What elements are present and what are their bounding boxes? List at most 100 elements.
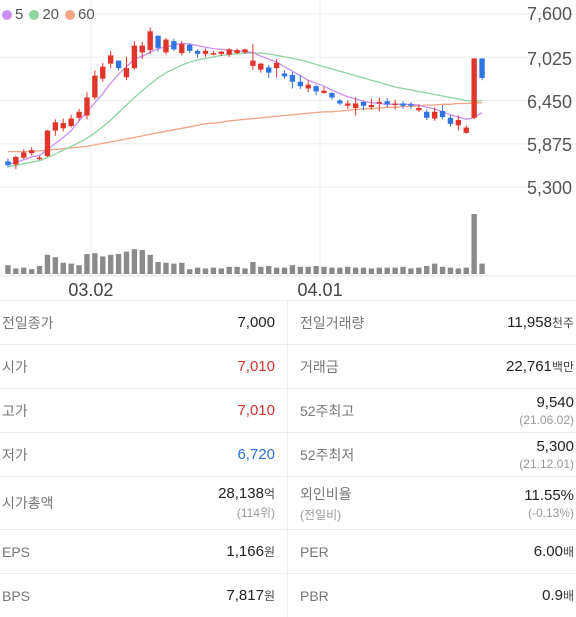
stat-value: 6,720: [237, 446, 275, 463]
volume-bar: [115, 254, 122, 274]
stat-cell: 52주최고 9,540 (21.06.02): [288, 389, 576, 432]
stat-cell: EPS 1,166원: [0, 530, 288, 573]
volume-bar: [329, 267, 335, 274]
volume-bar: [266, 266, 272, 274]
stat-unit: 천주: [551, 316, 574, 330]
stat-subvalue: (-0.13%): [527, 505, 574, 520]
legend-ma20-dot: [29, 9, 40, 20]
stat-label-main: 외인비율: [300, 485, 352, 502]
stat-value-number: 5,300: [536, 438, 574, 455]
candle-body: [408, 104, 414, 106]
candle-body: [171, 41, 177, 50]
volume-bar: [273, 267, 280, 274]
volume-bar: [60, 262, 66, 274]
volume-bar: [234, 266, 240, 274]
candle-body: [44, 130, 51, 157]
candle-body: [242, 49, 248, 53]
volume-bar: [202, 268, 209, 274]
volume-bar: [179, 262, 185, 274]
candle-body: [337, 100, 343, 104]
stat-value-number: 6.00: [533, 543, 563, 560]
candle-body: [218, 51, 224, 54]
stats-row: 시가 7,010 거래금 22,761백만: [0, 344, 576, 388]
volume-bar: [439, 266, 446, 274]
candle-body: [92, 75, 98, 98]
stats-row: BPS 7,817원 PBR 0.9배: [0, 573, 576, 617]
candle-body: [147, 31, 153, 51]
volume-bar: [305, 266, 311, 274]
candle-body: [52, 122, 59, 131]
price-tick-label: 7,025: [526, 49, 572, 69]
stat-value-number: 9,540: [536, 394, 574, 411]
candle-body: [115, 60, 122, 69]
stat-value-number: 7,000: [237, 314, 275, 331]
volume-bar: [21, 267, 27, 274]
candle-body: [131, 45, 138, 69]
candle-body: [329, 92, 335, 98]
volume-bar: [242, 268, 248, 274]
volume-bar: [408, 268, 414, 274]
stat-label: 52주최고: [300, 402, 355, 419]
candle-body: [447, 117, 454, 124]
stat-value: 7,817원: [226, 587, 275, 604]
stat-value-number: 0.9: [542, 587, 563, 604]
stat-label: BPS: [2, 587, 31, 604]
price-tick-label: 7,600: [526, 4, 572, 24]
volume-bar: [36, 266, 43, 274]
stat-value-number: 1,166: [226, 543, 264, 560]
volume-bar: [13, 268, 19, 274]
volume-bar: [155, 262, 161, 274]
date-tick-label: 04.01: [297, 280, 343, 300]
candle-body: [471, 58, 477, 118]
stat-value: 11,958천주: [507, 314, 574, 331]
candle-body: [76, 111, 82, 118]
stat-subvalue: (21.06.02): [519, 413, 574, 427]
stat-unit: 배: [562, 545, 574, 559]
stat-unit: 억: [263, 487, 275, 501]
volume-bar: [123, 251, 130, 274]
candle-body: [439, 111, 446, 118]
volume-bar: [384, 267, 390, 274]
candle-body: [352, 103, 359, 109]
stat-value-number: 11,958: [507, 314, 552, 331]
stat-value-number: 7,010: [237, 402, 275, 419]
volume-bar: [250, 262, 256, 274]
legend-ma5-dot: [2, 9, 12, 20]
candle-body: [289, 74, 296, 82]
stock-chart: 5 20 60 7,600 7,025 6,450 5,875 5,300 03…: [0, 0, 576, 300]
candle-body: [281, 73, 288, 77]
stat-cell: BPS 7,817원: [0, 574, 288, 617]
candle-body: [28, 150, 35, 154]
legend-ma60-label: 60: [78, 6, 95, 23]
stat-unit: 배: [562, 589, 574, 603]
volume-bar: [297, 266, 303, 274]
candle-body: [60, 123, 66, 129]
volume-bar: [100, 256, 106, 274]
stat-value-number: 7,010: [237, 358, 275, 375]
volume-bar: [400, 266, 406, 274]
stat-value-number: 28,138: [218, 485, 264, 502]
volume-bar: [194, 267, 201, 274]
volume-bar: [107, 254, 114, 274]
legend-ma5-label: 5: [15, 6, 24, 23]
volume-bar: [455, 268, 462, 274]
price-tick-label: 5,875: [526, 135, 572, 155]
candle-body: [479, 58, 485, 78]
volume-bar: [416, 267, 422, 274]
volume-bar: [92, 253, 98, 274]
stat-value: 0.9배: [542, 587, 574, 604]
candle-body: [384, 101, 390, 105]
volume-bar: [258, 266, 264, 274]
candle-body: [155, 35, 161, 48]
stat-label: 52주최저: [300, 446, 355, 463]
volume-bar: [289, 265, 296, 274]
volume-bar: [84, 254, 90, 274]
candle-body: [376, 102, 383, 104]
stat-label: PER: [300, 543, 329, 560]
volume-bar: [321, 266, 327, 274]
volume-bar: [352, 267, 359, 274]
stat-subvalue: (114위): [236, 506, 275, 520]
stat-label: 전일거래량: [300, 314, 365, 331]
volume-bar: [28, 269, 35, 274]
candle-body: [210, 53, 217, 55]
